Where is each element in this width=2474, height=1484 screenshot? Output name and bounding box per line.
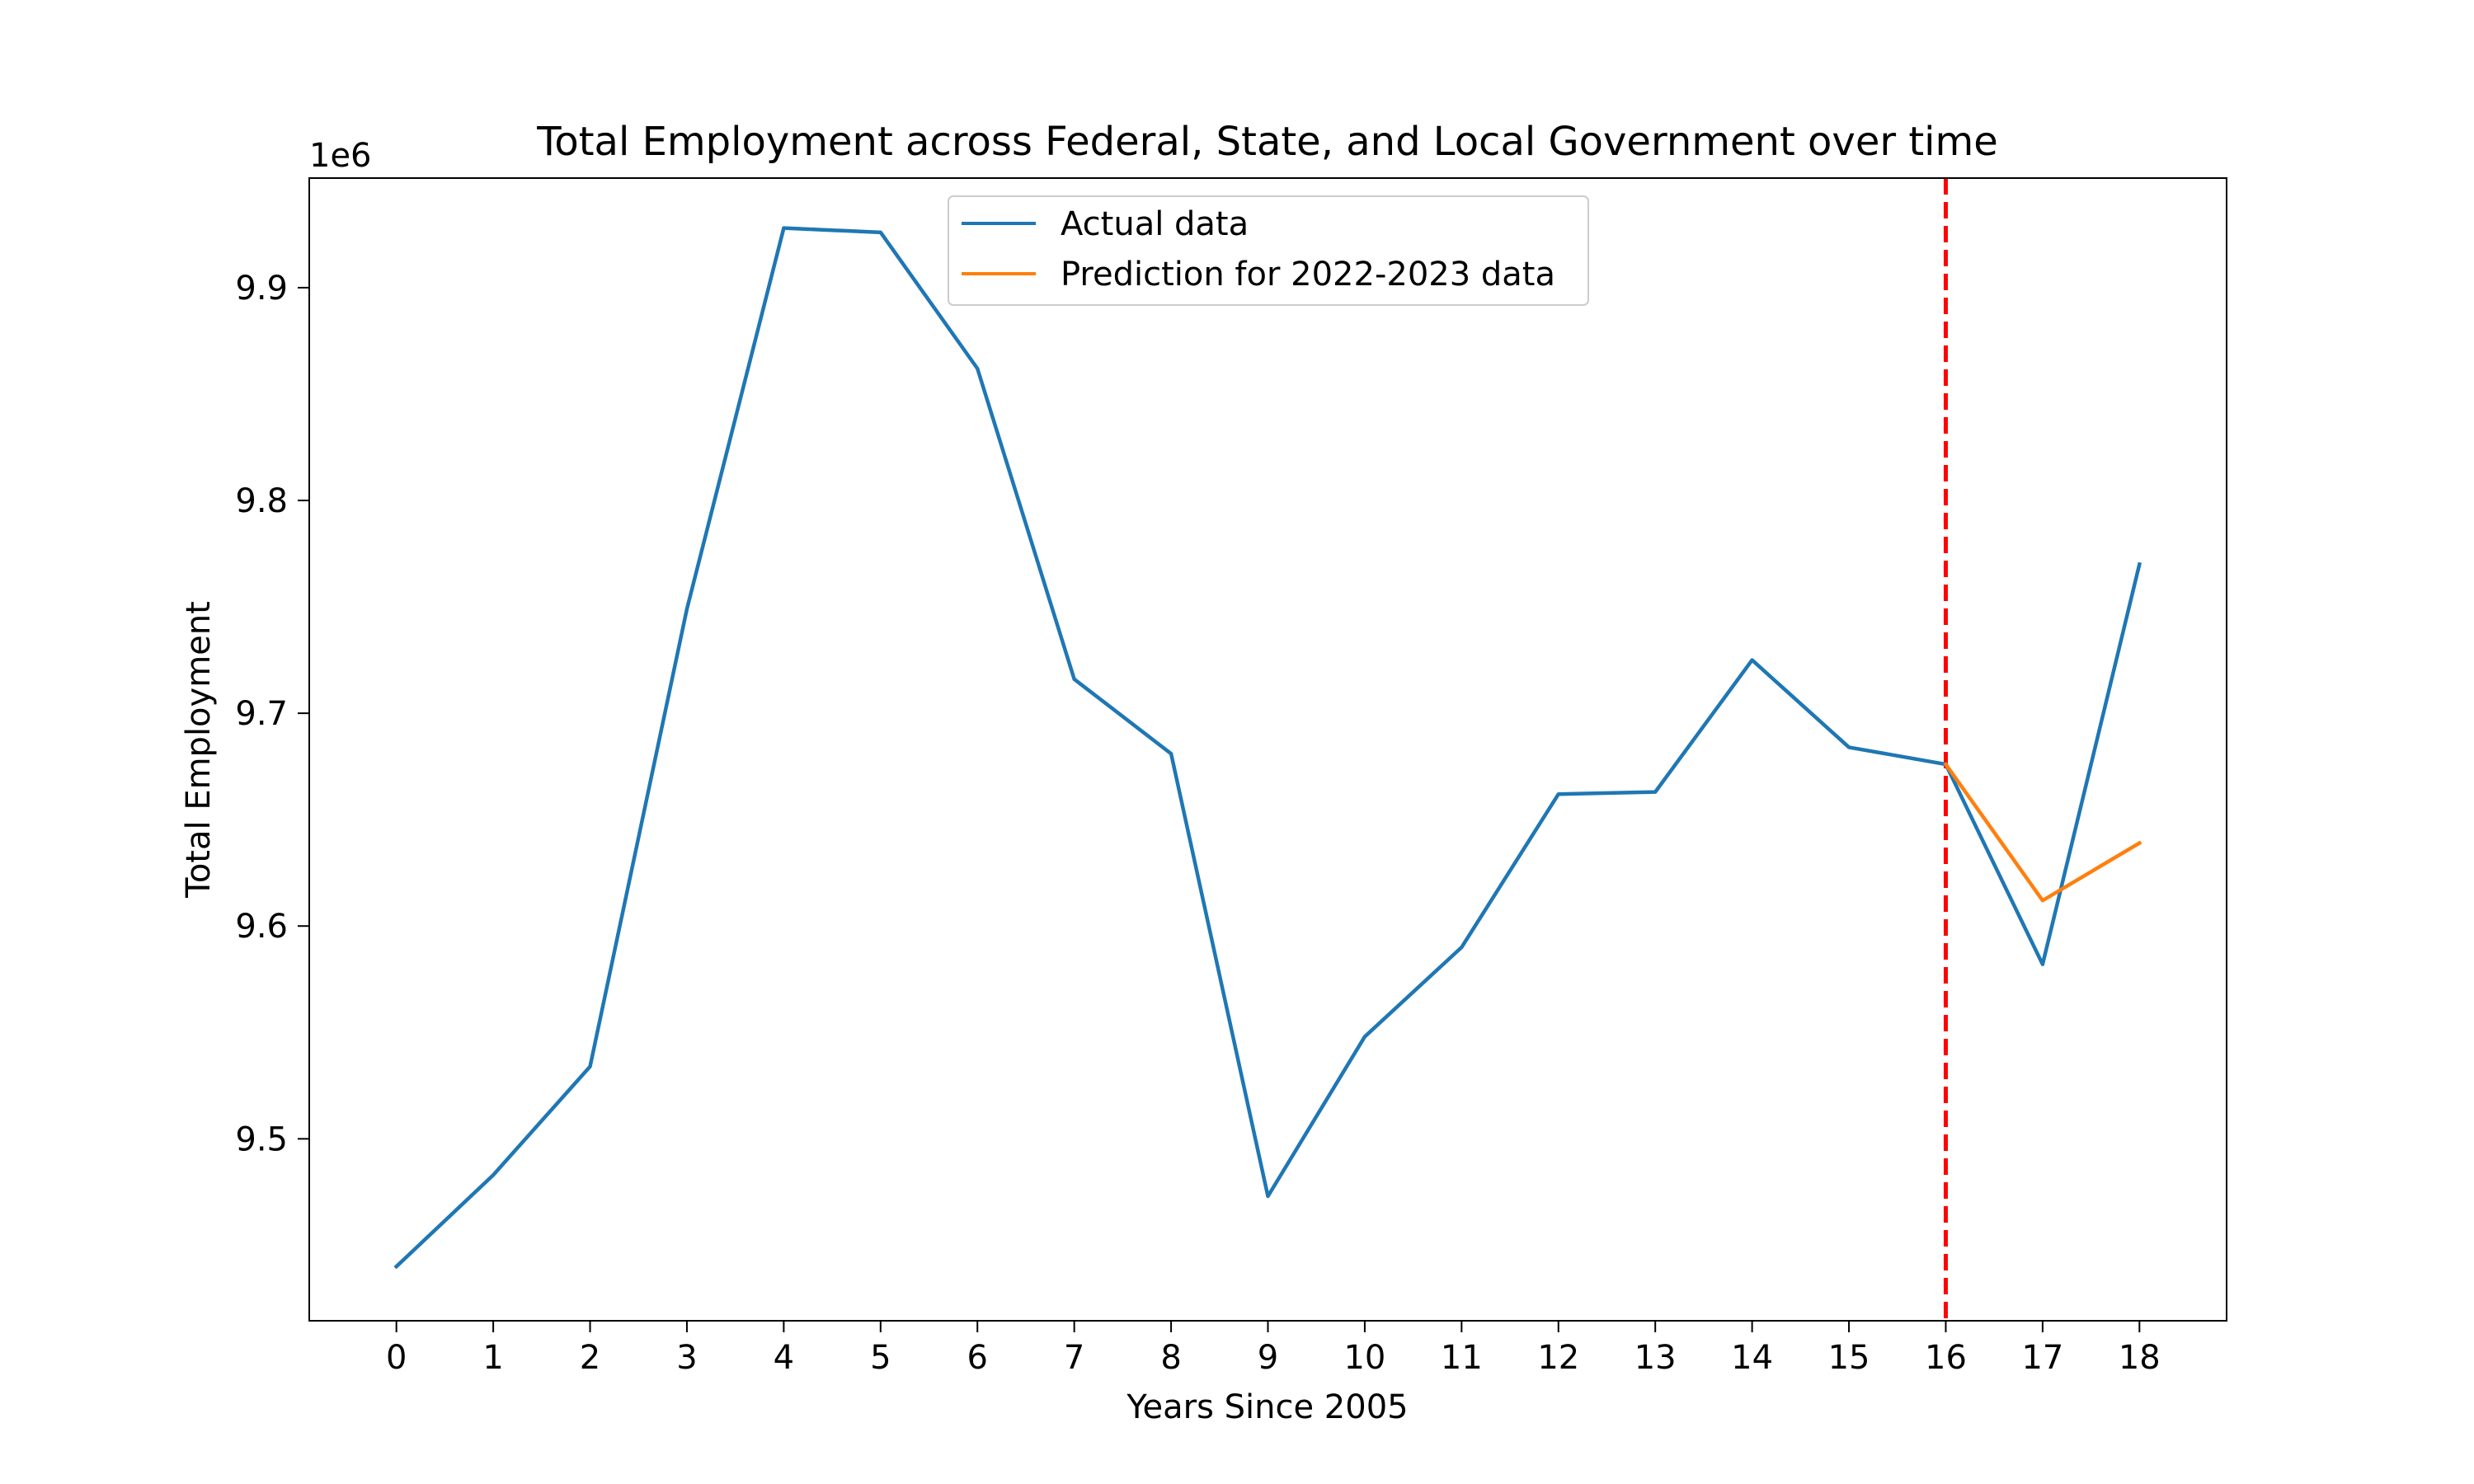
x-tick-label: 16 [1925, 1339, 1967, 1377]
x-tick-label: 6 [967, 1339, 988, 1377]
x-tick-label: 17 [2021, 1339, 2063, 1377]
x-tick-label: 14 [1731, 1339, 1773, 1377]
x-tick-label: 10 [1343, 1339, 1385, 1377]
x-tick-label: 3 [676, 1339, 697, 1377]
x-axis-ticks: 0 1 2 3 4 5 6 7 8 9 10 11 12 13 14 15 16 17 18 [386, 1321, 2161, 1377]
x-tick-label: 11 [1441, 1339, 1483, 1377]
chart-title: Total Employment across Federal, State, … [536, 119, 1998, 165]
legend: Actual data Prediction for 2022-2023 dat… [948, 195, 1589, 306]
x-tick-label: 7 [1064, 1339, 1084, 1377]
x-tick-label: 18 [2119, 1339, 2161, 1377]
y-tick-label: 9.8 [235, 482, 288, 520]
series-layer [393, 226, 2142, 1270]
x-tick-label: 8 [1160, 1339, 1181, 1377]
x-tick-label: 15 [1828, 1339, 1870, 1377]
x-axis-label: Years Since 2005 [1126, 1388, 1408, 1426]
series-line-actual [393, 226, 2142, 1270]
x-tick-label: 2 [580, 1339, 600, 1377]
x-tick-label: 4 [774, 1339, 794, 1377]
legend-label-actual: Actual data [1061, 205, 1249, 243]
legend-label-prediction: Prediction for 2022-2023 data [1061, 256, 1555, 294]
y-axis-label: Total Employment [180, 601, 218, 899]
x-tick-label: 12 [1537, 1339, 1579, 1377]
x-tick-label: 1 [482, 1339, 503, 1377]
plot-area [309, 178, 2227, 1321]
y-tick-label: 9.6 [235, 908, 288, 946]
y-tick-label: 9.9 [235, 270, 288, 308]
x-tick-label: 13 [1634, 1339, 1677, 1377]
y-tick-label: 9.7 [235, 695, 288, 733]
legend-frame [948, 195, 1589, 306]
x-tick-label: 0 [386, 1339, 407, 1377]
x-tick-label: 9 [1258, 1339, 1278, 1377]
y-axis-ticks: 9.5 9.6 9.7 9.8 9.9 [235, 270, 309, 1158]
y-tick-label: 9.5 [235, 1120, 288, 1158]
y-axis-offset-label: 1e6 [309, 137, 372, 175]
x-tick-label: 5 [870, 1339, 891, 1377]
series-line-prediction [1943, 761, 2142, 903]
